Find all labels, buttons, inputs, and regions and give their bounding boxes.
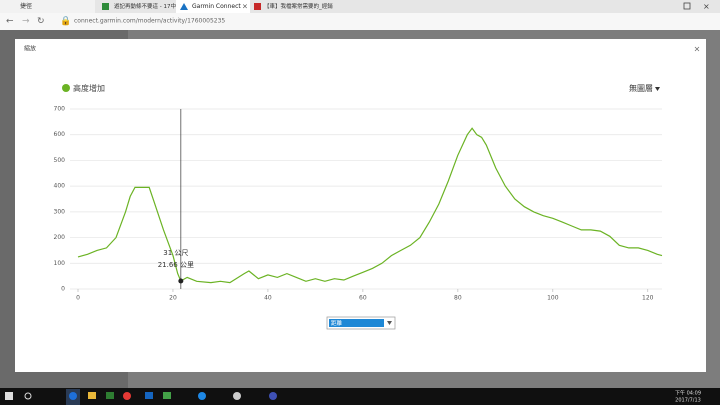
taskbar [0,388,720,405]
legend-swatch [62,84,70,92]
series-line [77,127,663,284]
tab-title[interactable]: Garmin Connect [192,3,241,10]
y-tick-label: 500 [54,157,66,164]
tab[interactable] [97,0,175,13]
select-caret [387,321,392,325]
app-icon[interactable] [106,392,114,399]
app-icon[interactable] [163,392,171,399]
x-tick-label: 0 [76,295,80,302]
tab-icon [102,3,109,10]
tooltip-elevation: 31 公尺 [163,249,188,257]
clock-date[interactable]: 2017/7/13 [675,398,701,404]
window-close[interactable]: × [703,2,710,11]
y-tick-label: 600 [54,131,66,138]
select-value[interactable]: 距離 [331,319,343,327]
y-tick-label: 400 [54,183,66,190]
select-highlight [329,319,384,327]
modal [15,39,706,372]
address[interactable]: connect.garmin.com/modern/activity/17600… [74,18,225,25]
modal-title: 縮放 [24,45,36,53]
address-bar [0,13,720,30]
y-tick-label: 200 [54,234,66,241]
clock-time[interactable]: 下午 04:09 [675,390,701,397]
y-tick-label: 700 [54,106,66,113]
app-icon[interactable] [123,392,131,400]
back-button[interactable]: ← [6,17,14,27]
app-icon[interactable] [145,392,153,399]
tab[interactable] [251,0,331,13]
app-icon[interactable] [88,392,96,399]
tab-title[interactable]: 遊記再動條不要這 - 17中文 [114,2,182,10]
y-tick-label: 100 [54,260,66,267]
tab[interactable] [0,0,95,13]
tab-icon [180,3,188,10]
search-button[interactable] [24,392,32,400]
plot: 0 100 200 300 400 500 600 700 0 20 40 60 80 100 120 31 … [54,106,663,302]
x-tick-label: 40 [264,295,272,302]
x-tick-label: 100 [547,295,559,302]
window-button[interactable] [683,2,691,10]
tooltip-distance: 21.66 公里 [158,261,194,269]
tab-active[interactable] [176,0,250,13]
app-icon[interactable] [198,392,206,400]
cursor-marker [178,278,184,284]
x-tick-label: 20 [169,295,177,302]
y-tick-label: 0 [61,286,65,293]
tab-icon [254,3,261,10]
y-tick-label: 300 [54,208,66,215]
tab-close[interactable]: × [242,3,248,11]
tab-title[interactable]: 捷徑 [20,2,32,10]
x-tick-label: 80 [454,295,462,302]
app-icon[interactable] [269,392,277,400]
x-tick-label: 60 [359,295,367,302]
forward-button[interactable]: → [22,17,30,27]
x-tick-label: 120 [642,295,654,302]
site-icon: 🔒 [60,16,71,27]
start-button[interactable] [5,392,13,400]
app-icon [69,392,77,400]
app-icon[interactable] [233,392,241,400]
modal-close[interactable]: × [694,45,701,54]
tab-title[interactable]: 【車】我檔案常需要的_經銷 [264,2,333,10]
layer-menu[interactable]: 無圖層 [629,83,653,93]
refresh-button[interactable]: ↻ [37,17,45,27]
legend-label[interactable]: 高度增加 [73,83,105,93]
menu-caret [655,87,660,91]
